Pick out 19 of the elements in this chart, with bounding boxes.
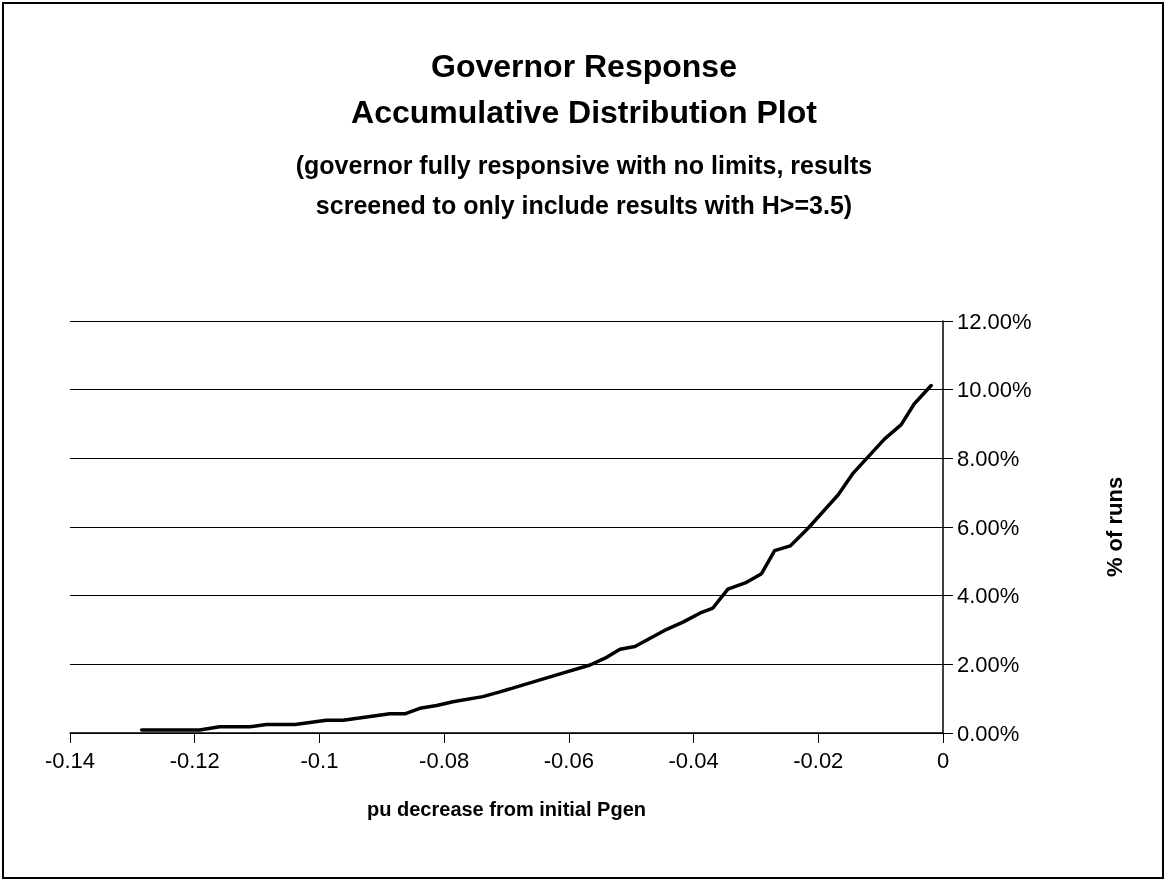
chart-title: Governor Response Accumulative Distribution Plot bbox=[351, 48, 818, 130]
y-tick-label: 4.00% bbox=[957, 583, 1020, 609]
x-tick-label: -0.12 bbox=[169, 747, 220, 773]
y-tick-label: 2.00% bbox=[957, 651, 1020, 677]
chart-subtitle: (governor fully responsive with no limits, results screened to only include results with H>=3.5) bbox=[295, 151, 873, 219]
y-tick-label: 10.00% bbox=[957, 377, 1032, 403]
x-tick-label: 0 bbox=[936, 747, 950, 773]
x-tick-label: -0.08 bbox=[419, 747, 470, 773]
x-tick-label: -0.04 bbox=[668, 747, 719, 773]
x-tick-label: -0.06 bbox=[543, 747, 594, 773]
x-axis-title: pu decrease from initial Pgen bbox=[367, 798, 646, 820]
y-tick-label: 8.00% bbox=[957, 445, 1020, 471]
y-tick-label: 12.00% bbox=[957, 308, 1032, 334]
x-tick-label: -0.14 bbox=[44, 747, 96, 773]
x-tick-label: -0.1 bbox=[300, 747, 339, 773]
x-tick-label: -0.02 bbox=[793, 747, 844, 773]
y-tick-label: 6.00% bbox=[957, 514, 1020, 540]
y-tick-label: 0.00% bbox=[957, 720, 1020, 746]
y-axis-title: % of runs bbox=[1101, 476, 1127, 578]
